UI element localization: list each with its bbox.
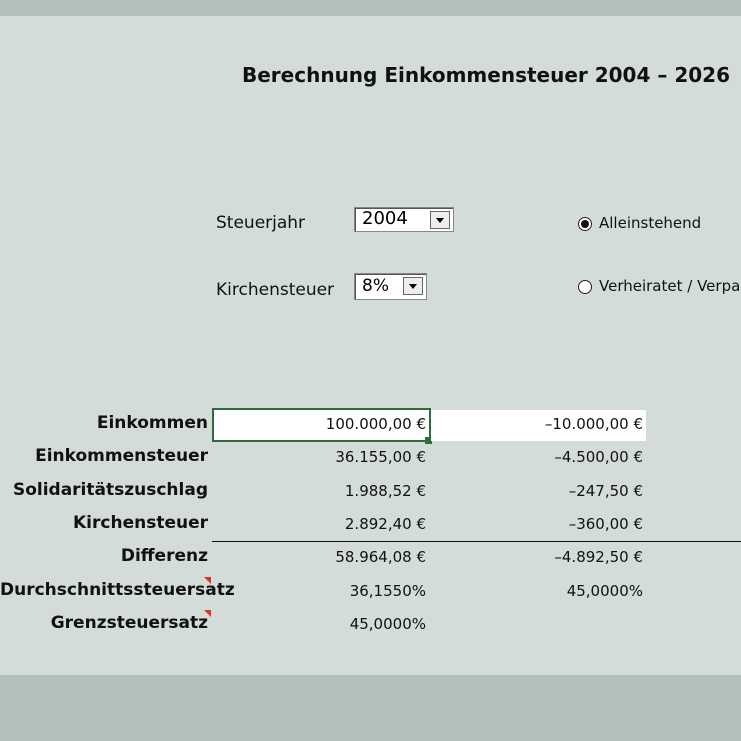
dropdown-arrow[interactable] [430, 211, 450, 229]
kirchensteuer-dropdown[interactable]: 8% [354, 273, 427, 300]
radio-label[interactable]: Alleinstehend [599, 214, 702, 232]
dropdown-value: 2004 [362, 208, 408, 229]
row-label: Kirchensteuer [73, 513, 208, 533]
row-label: Einkommen [96, 413, 208, 433]
top-band [0, 0, 741, 16]
bottom-band [0, 675, 741, 741]
white-cell [431, 410, 646, 441]
kirchensteuer-label: Kirchensteuer [216, 280, 335, 300]
comment-indicator [204, 577, 211, 584]
value-cell: 45,0000% [349, 615, 426, 633]
value-cell: –360,00 € [568, 515, 643, 533]
value-cell: 36,1550% [349, 582, 426, 600]
fill-handle[interactable] [425, 437, 432, 444]
value-cell: –4.892,50 € [554, 548, 643, 566]
selected-cell[interactable] [212, 408, 431, 442]
value-cell: 100.000,00 € [325, 415, 426, 433]
row-label: Grenzsteuersatz [50, 613, 208, 633]
row-label: Solidaritätszuschlag [12, 480, 208, 500]
steuerjahr-label: Steuerjahr [216, 213, 306, 233]
value-cell: –10.000,00 € [544, 415, 643, 433]
comment-indicator [204, 610, 211, 617]
dropdown-arrow[interactable] [403, 277, 423, 295]
radio-label[interactable]: Verheiratet / Verpar [599, 277, 741, 295]
value-cell: 58.964,08 € [335, 548, 426, 566]
row-label: Durchschnittssteuersatz [0, 580, 235, 600]
row-label: Einkommensteuer [35, 446, 208, 466]
title: Berechnung Einkommensteuer 2004 – 2026 [242, 63, 730, 87]
value-cell: –4.500,00 € [554, 448, 643, 466]
value-cell: 36.155,00 € [335, 448, 426, 466]
value-cell: 45,0000% [566, 582, 643, 600]
value-cell: 1.988,52 € [344, 482, 426, 500]
value-cell: 2.892,40 € [344, 515, 426, 533]
steuerjahr-dropdown[interactable]: 2004 [354, 207, 454, 232]
row-label: Differenz [120, 546, 208, 566]
radio-button[interactable] [578, 217, 592, 231]
sum-line [212, 541, 741, 542]
dropdown-value: 8% [362, 276, 389, 296]
radio-button[interactable] [578, 280, 592, 294]
value-cell: –247,50 € [568, 482, 643, 500]
